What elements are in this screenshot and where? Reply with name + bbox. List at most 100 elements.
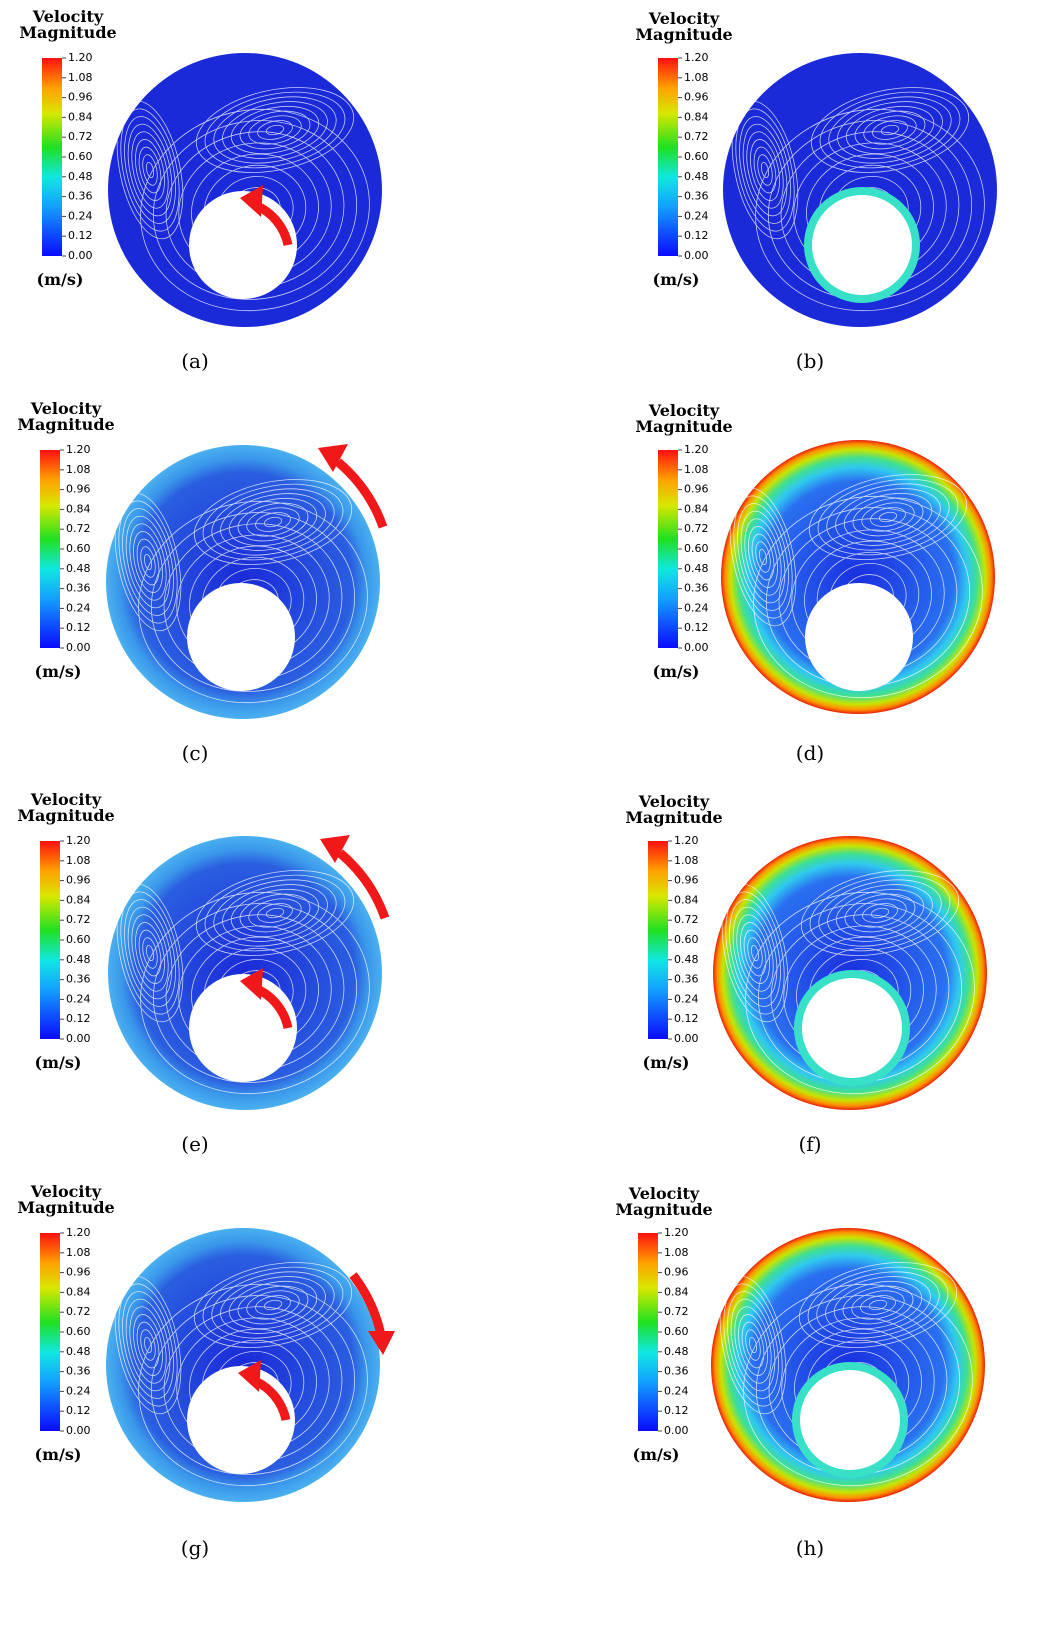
colorbar <box>638 1233 658 1431</box>
colorbar-tick-label: 0.00 <box>66 1424 91 1437</box>
colorbar-tick-label: 0.12 <box>66 1404 91 1417</box>
colorbar-tick-label: 0.48 <box>684 170 709 183</box>
colorbar-title: Magnitude <box>635 25 732 44</box>
caption: (c) <box>182 741 209 765</box>
colorbar-tick-label: 0.84 <box>66 1285 91 1298</box>
colorbar-tick-label: 0.24 <box>66 1384 91 1397</box>
colorbar-tick-label: 1.20 <box>674 834 699 847</box>
colorbar-tick-label: 0.84 <box>684 110 709 123</box>
colorbar-tick-label: 0.48 <box>684 562 709 575</box>
cylinder <box>187 583 295 691</box>
colorbar-unit: (m/s) <box>37 270 84 289</box>
colorbar-tick-label: 0.84 <box>66 502 91 515</box>
colorbar-tick-label: 0.60 <box>68 150 93 163</box>
colorbar-tick-label: 0.72 <box>664 1305 689 1318</box>
colorbar-tick-label: 0.12 <box>66 621 91 634</box>
colorbar-tick-label: 0.12 <box>684 229 709 242</box>
colorbar-tick-label: 1.20 <box>684 443 709 456</box>
colorbar-tick-label: 0.00 <box>674 1032 699 1045</box>
colorbar-tick-label: 0.36 <box>674 973 699 986</box>
colorbar-tick-label: 0.36 <box>68 190 93 203</box>
cylinder <box>808 191 916 299</box>
colorbar-title: Magnitude <box>635 417 732 436</box>
colorbar-tick-label: 1.08 <box>684 71 709 84</box>
colorbar-tick-label: 0.00 <box>664 1424 689 1437</box>
colorbar-tick-label: 0.12 <box>68 229 93 242</box>
colorbar-tick-label: 0.12 <box>66 1012 91 1025</box>
colorbar-tick-label: 0.84 <box>684 502 709 515</box>
colorbar-tick-label: 0.36 <box>66 1365 91 1378</box>
panel: VelocityMagnitude1.201.080.960.840.720.6… <box>17 790 388 1156</box>
colorbar-unit: (m/s) <box>35 662 82 681</box>
colorbar-tick-label: 1.20 <box>66 834 91 847</box>
colorbar-tick-label: 0.36 <box>664 1365 689 1378</box>
panel: VelocityMagnitude1.201.080.960.840.720.6… <box>19 7 388 373</box>
colorbar-tick-label: 0.36 <box>684 190 709 203</box>
colorbar-tick-label: 0.72 <box>66 913 91 926</box>
cylinder <box>189 974 297 1082</box>
caption: (b) <box>796 349 824 373</box>
colorbar-title: Magnitude <box>17 806 114 825</box>
cylinder <box>187 1366 295 1474</box>
colorbar-tick-label: 0.72 <box>684 130 709 143</box>
colorbar-tick-label: 0.24 <box>664 1384 689 1397</box>
caption: (a) <box>181 349 209 373</box>
colorbar-tick-label: 0.84 <box>674 893 699 906</box>
colorbar-tick-label: 1.20 <box>664 1226 689 1239</box>
colorbar-tick-label: 1.20 <box>66 443 91 456</box>
colorbar-tick-label: 0.96 <box>684 483 709 496</box>
caption: (h) <box>796 1536 825 1560</box>
cylinder <box>798 974 906 1082</box>
colorbar-tick-label: 0.96 <box>66 1266 91 1279</box>
colorbar <box>658 58 678 256</box>
colorbar-tick-label: 0.36 <box>66 582 91 595</box>
colorbar-tick-label: 1.20 <box>66 1226 91 1239</box>
colorbar-tick-label: 0.48 <box>68 170 93 183</box>
colorbar-tick-label: 0.84 <box>68 110 93 123</box>
colorbar-tick-label: 0.48 <box>66 562 91 575</box>
colorbar-tick-label: 1.08 <box>66 463 91 476</box>
colorbar <box>40 841 60 1039</box>
colorbar-tick-label: 0.96 <box>66 483 91 496</box>
colorbar <box>40 1233 60 1431</box>
colorbar-tick-label: 1.08 <box>66 854 91 867</box>
colorbar-tick-label: 0.24 <box>66 601 91 614</box>
colorbar-unit: (m/s) <box>35 1445 82 1464</box>
colorbar-tick-label: 1.08 <box>664 1246 689 1259</box>
colorbar-tick-label: 0.96 <box>674 874 699 887</box>
caption: (g) <box>181 1536 209 1560</box>
colorbar-tick-label: 0.72 <box>66 1305 91 1318</box>
colorbar-tick-label: 0.12 <box>674 1012 699 1025</box>
colorbar-tick-label: 0.72 <box>684 522 709 535</box>
colorbar-tick-label: 0.96 <box>68 91 93 104</box>
panel: VelocityMagnitude1.201.080.960.840.720.6… <box>17 399 386 765</box>
colorbar-unit: (m/s) <box>643 1053 690 1072</box>
colorbar-tick-label: 0.00 <box>66 1032 91 1045</box>
colorbar-unit: (m/s) <box>633 1445 680 1464</box>
colorbar-tick-label: 0.72 <box>66 522 91 535</box>
colorbar <box>40 450 60 648</box>
colorbar-tick-label: 0.84 <box>66 893 91 906</box>
colorbar-tick-label: 0.60 <box>684 542 709 555</box>
colorbar-tick-label: 0.72 <box>68 130 93 143</box>
colorbar-title: Magnitude <box>615 1200 712 1219</box>
caption: (e) <box>181 1132 208 1156</box>
colorbar-tick-label: 0.84 <box>664 1285 689 1298</box>
colorbar-unit: (m/s) <box>35 1053 82 1072</box>
colorbar-tick-label: 0.12 <box>684 621 709 634</box>
colorbar-tick-label: 0.60 <box>66 933 91 946</box>
colorbar-tick-label: 0.36 <box>684 582 709 595</box>
colorbar-title: Magnitude <box>17 415 114 434</box>
colorbar-tick-label: 1.20 <box>68 51 93 64</box>
colorbar-title: Magnitude <box>17 1198 114 1217</box>
cylinder <box>189 191 297 299</box>
colorbar-tick-label: 0.72 <box>674 913 699 926</box>
colorbar-title: Magnitude <box>625 808 722 827</box>
panel: VelocityMagnitude1.201.080.960.840.720.6… <box>625 792 993 1156</box>
colorbar-tick-label: 0.48 <box>674 953 699 966</box>
figure: VelocityMagnitude1.201.080.960.840.720.6… <box>0 0 1061 1650</box>
colorbar <box>42 58 62 256</box>
colorbar-tick-label: 0.60 <box>66 542 91 555</box>
colorbar-tick-label: 0.24 <box>66 992 91 1005</box>
colorbar-title: Magnitude <box>19 23 116 42</box>
